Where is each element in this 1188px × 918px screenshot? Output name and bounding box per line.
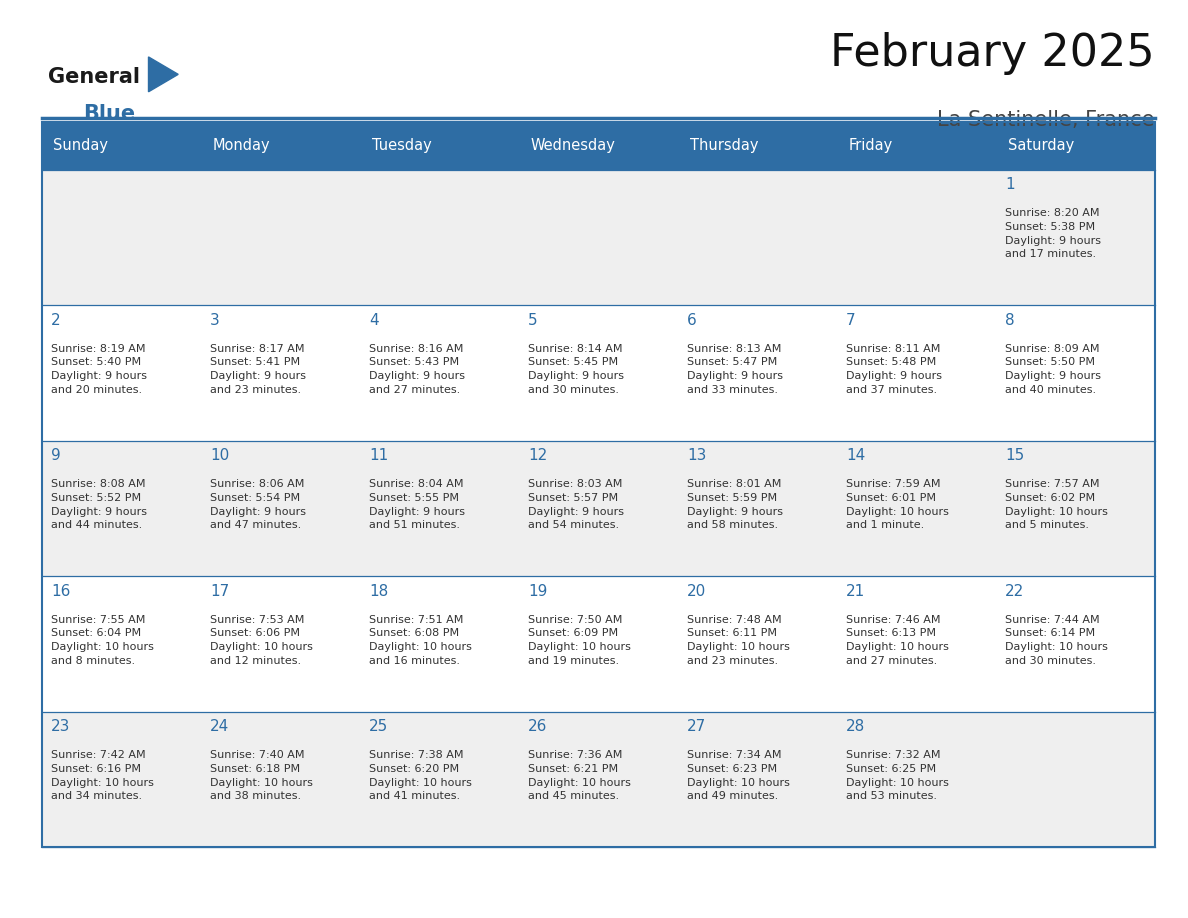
Text: 25: 25	[369, 719, 388, 734]
Text: Sunrise: 8:20 AM
Sunset: 5:38 PM
Daylight: 9 hours
and 17 minutes.: Sunrise: 8:20 AM Sunset: 5:38 PM Dayligh…	[1005, 208, 1101, 259]
Text: Monday: Monday	[213, 139, 270, 153]
Text: Sunrise: 7:59 AM
Sunset: 6:01 PM
Daylight: 10 hours
and 1 minute.: Sunrise: 7:59 AM Sunset: 6:01 PM Dayligh…	[846, 479, 949, 531]
Text: Thursday: Thursday	[689, 139, 758, 153]
Text: Sunrise: 7:40 AM
Sunset: 6:18 PM
Daylight: 10 hours
and 38 minutes.: Sunrise: 7:40 AM Sunset: 6:18 PM Dayligh…	[210, 750, 312, 801]
Text: Sunday: Sunday	[53, 139, 108, 153]
Text: 14: 14	[846, 448, 865, 464]
Text: 1: 1	[1005, 177, 1015, 192]
Text: 19: 19	[529, 584, 548, 599]
Text: Sunrise: 7:50 AM
Sunset: 6:09 PM
Daylight: 10 hours
and 19 minutes.: Sunrise: 7:50 AM Sunset: 6:09 PM Dayligh…	[529, 615, 631, 666]
Text: 13: 13	[687, 448, 707, 464]
Text: Sunrise: 7:48 AM
Sunset: 6:11 PM
Daylight: 10 hours
and 23 minutes.: Sunrise: 7:48 AM Sunset: 6:11 PM Dayligh…	[687, 615, 790, 666]
Text: 8: 8	[1005, 313, 1015, 328]
Bar	[42, 441, 1155, 577]
Text: 11: 11	[369, 448, 388, 464]
Text: Sunrise: 7:46 AM
Sunset: 6:13 PM
Daylight: 10 hours
and 27 minutes.: Sunrise: 7:46 AM Sunset: 6:13 PM Dayligh…	[846, 615, 949, 666]
Text: 12: 12	[529, 448, 548, 464]
Text: 4: 4	[369, 313, 379, 328]
Text: 7: 7	[846, 313, 855, 328]
Polygon shape	[148, 57, 178, 92]
Text: 9: 9	[51, 448, 61, 464]
Text: Sunrise: 8:17 AM
Sunset: 5:41 PM
Daylight: 9 hours
and 23 minutes.: Sunrise: 8:17 AM Sunset: 5:41 PM Dayligh…	[210, 344, 307, 395]
Text: Sunrise: 8:09 AM
Sunset: 5:50 PM
Daylight: 9 hours
and 40 minutes.: Sunrise: 8:09 AM Sunset: 5:50 PM Dayligh…	[1005, 344, 1101, 395]
Text: Sunrise: 7:51 AM
Sunset: 6:08 PM
Daylight: 10 hours
and 16 minutes.: Sunrise: 7:51 AM Sunset: 6:08 PM Dayligh…	[369, 615, 472, 666]
Text: 10: 10	[210, 448, 229, 464]
Text: Sunrise: 8:11 AM
Sunset: 5:48 PM
Daylight: 9 hours
and 37 minutes.: Sunrise: 8:11 AM Sunset: 5:48 PM Dayligh…	[846, 344, 942, 395]
Bar	[42, 122, 1155, 847]
Text: Sunrise: 8:04 AM
Sunset: 5:55 PM
Daylight: 9 hours
and 51 minutes.: Sunrise: 8:04 AM Sunset: 5:55 PM Dayligh…	[369, 479, 466, 531]
Text: 5: 5	[529, 313, 538, 328]
Text: 17: 17	[210, 584, 229, 599]
Text: Sunrise: 7:36 AM
Sunset: 6:21 PM
Daylight: 10 hours
and 45 minutes.: Sunrise: 7:36 AM Sunset: 6:21 PM Dayligh…	[529, 750, 631, 801]
Text: Sunrise: 8:16 AM
Sunset: 5:43 PM
Daylight: 9 hours
and 27 minutes.: Sunrise: 8:16 AM Sunset: 5:43 PM Dayligh…	[369, 344, 466, 395]
Text: Sunrise: 7:53 AM
Sunset: 6:06 PM
Daylight: 10 hours
and 12 minutes.: Sunrise: 7:53 AM Sunset: 6:06 PM Dayligh…	[210, 615, 312, 666]
Text: Wednesday: Wednesday	[531, 139, 615, 153]
Text: Sunrise: 8:13 AM
Sunset: 5:47 PM
Daylight: 9 hours
and 33 minutes.: Sunrise: 8:13 AM Sunset: 5:47 PM Dayligh…	[687, 344, 783, 395]
Text: Sunrise: 7:32 AM
Sunset: 6:25 PM
Daylight: 10 hours
and 53 minutes.: Sunrise: 7:32 AM Sunset: 6:25 PM Dayligh…	[846, 750, 949, 801]
Text: Blue: Blue	[83, 104, 135, 124]
Text: 15: 15	[1005, 448, 1024, 464]
Text: 26: 26	[529, 719, 548, 734]
Text: Sunrise: 7:42 AM
Sunset: 6:16 PM
Daylight: 10 hours
and 34 minutes.: Sunrise: 7:42 AM Sunset: 6:16 PM Dayligh…	[51, 750, 154, 801]
Text: Sunrise: 8:06 AM
Sunset: 5:54 PM
Daylight: 9 hours
and 47 minutes.: Sunrise: 8:06 AM Sunset: 5:54 PM Dayligh…	[210, 479, 307, 531]
Text: General: General	[48, 67, 139, 87]
Text: Friday: Friday	[848, 139, 893, 153]
Bar	[42, 170, 1155, 306]
Bar	[42, 711, 1155, 847]
Text: Sunrise: 8:19 AM
Sunset: 5:40 PM
Daylight: 9 hours
and 20 minutes.: Sunrise: 8:19 AM Sunset: 5:40 PM Dayligh…	[51, 344, 147, 395]
Text: 23: 23	[51, 719, 70, 734]
Text: 16: 16	[51, 584, 70, 599]
Text: La Sentinelle, France: La Sentinelle, France	[937, 110, 1155, 130]
Text: 3: 3	[210, 313, 220, 328]
Text: Sunrise: 7:34 AM
Sunset: 6:23 PM
Daylight: 10 hours
and 49 minutes.: Sunrise: 7:34 AM Sunset: 6:23 PM Dayligh…	[687, 750, 790, 801]
Text: 28: 28	[846, 719, 865, 734]
Text: Saturday: Saturday	[1007, 139, 1074, 153]
Text: Sunrise: 7:55 AM
Sunset: 6:04 PM
Daylight: 10 hours
and 8 minutes.: Sunrise: 7:55 AM Sunset: 6:04 PM Dayligh…	[51, 615, 154, 666]
Text: 27: 27	[687, 719, 707, 734]
Bar	[42, 306, 1155, 441]
Bar	[42, 577, 1155, 711]
Text: Sunrise: 8:01 AM
Sunset: 5:59 PM
Daylight: 9 hours
and 58 minutes.: Sunrise: 8:01 AM Sunset: 5:59 PM Dayligh…	[687, 479, 783, 531]
Text: Sunrise: 8:08 AM
Sunset: 5:52 PM
Daylight: 9 hours
and 44 minutes.: Sunrise: 8:08 AM Sunset: 5:52 PM Dayligh…	[51, 479, 147, 531]
Text: 20: 20	[687, 584, 707, 599]
Text: 21: 21	[846, 584, 865, 599]
Text: 18: 18	[369, 584, 388, 599]
Text: Sunrise: 7:57 AM
Sunset: 6:02 PM
Daylight: 10 hours
and 5 minutes.: Sunrise: 7:57 AM Sunset: 6:02 PM Dayligh…	[1005, 479, 1108, 531]
Text: 2: 2	[51, 313, 61, 328]
Text: 6: 6	[687, 313, 697, 328]
Text: Sunrise: 7:38 AM
Sunset: 6:20 PM
Daylight: 10 hours
and 41 minutes.: Sunrise: 7:38 AM Sunset: 6:20 PM Dayligh…	[369, 750, 472, 801]
Text: Sunrise: 7:44 AM
Sunset: 6:14 PM
Daylight: 10 hours
and 30 minutes.: Sunrise: 7:44 AM Sunset: 6:14 PM Dayligh…	[1005, 615, 1108, 666]
Text: 22: 22	[1005, 584, 1024, 599]
Text: Sunrise: 8:03 AM
Sunset: 5:57 PM
Daylight: 9 hours
and 54 minutes.: Sunrise: 8:03 AM Sunset: 5:57 PM Dayligh…	[529, 479, 624, 531]
Text: Tuesday: Tuesday	[372, 139, 431, 153]
Text: Sunrise: 8:14 AM
Sunset: 5:45 PM
Daylight: 9 hours
and 30 minutes.: Sunrise: 8:14 AM Sunset: 5:45 PM Dayligh…	[529, 344, 624, 395]
Text: 24: 24	[210, 719, 229, 734]
Text: February 2025: February 2025	[830, 32, 1155, 75]
Bar	[42, 122, 1155, 170]
